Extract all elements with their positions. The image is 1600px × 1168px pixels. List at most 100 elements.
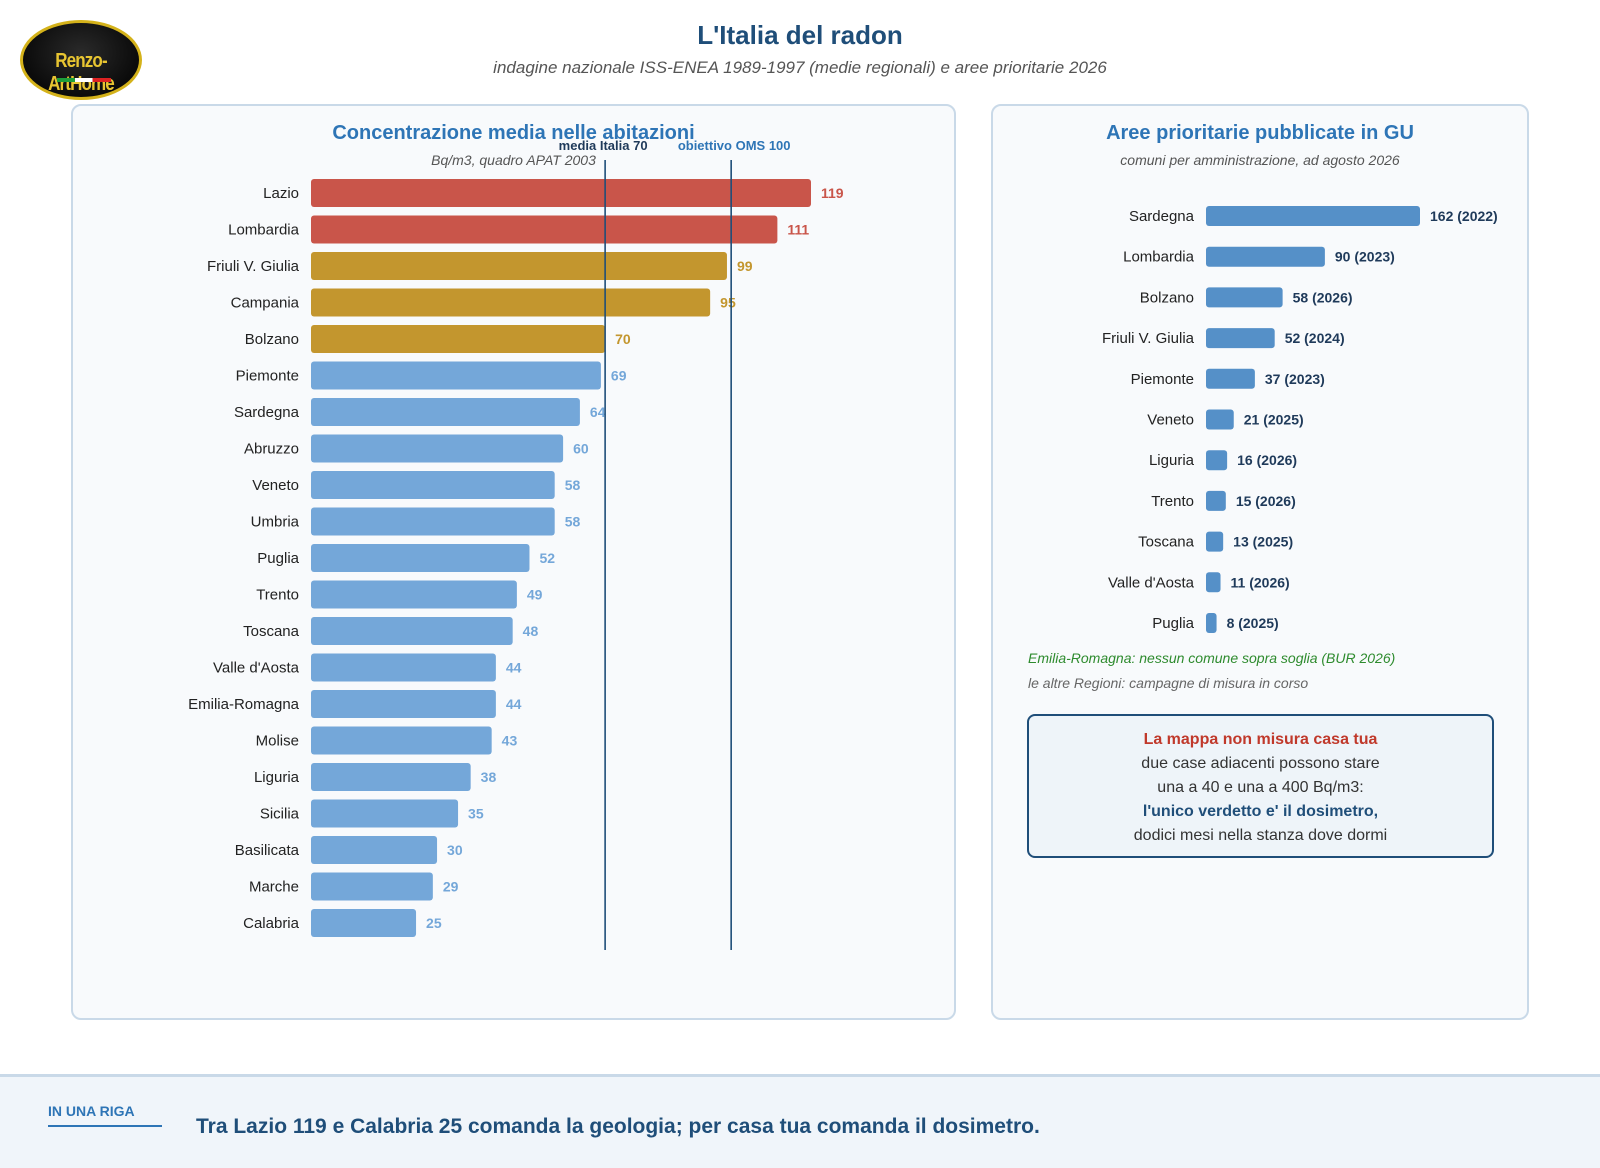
bar-value-label: 48 [523, 623, 539, 639]
category-label: Campania [231, 295, 300, 312]
bar-value-label: 60 [573, 441, 589, 457]
callout-line-3: dodici mesi nella stanza dove dormi [1133, 827, 1388, 844]
right-panel-subtitle: comuni per amministrazione, ad agosto 20… [1120, 152, 1400, 168]
bar [311, 434, 564, 463]
callout-title: La mappa non misura casa tua [1143, 731, 1378, 748]
page-subtitle: indagine nazionale ISS-ENEA 1989-1997 (m… [493, 58, 1107, 77]
category-label: Liguria [1149, 452, 1195, 469]
left-panel-subtitle: Bq/m3, quadro APAT 2003 [431, 152, 596, 168]
bar [311, 763, 471, 791]
bar [311, 215, 778, 244]
bar [311, 726, 492, 755]
bar [1206, 613, 1217, 633]
bar-value-label: 58 (2026) [1293, 289, 1353, 305]
bar [311, 179, 811, 207]
category-label: Toscana [243, 623, 300, 640]
note-emilia-romagna: Emilia-Romagna: nessun comune sopra sogl… [1028, 650, 1396, 666]
bar [311, 653, 496, 682]
bar [1206, 328, 1275, 349]
category-label: Lombardia [1123, 249, 1195, 266]
logo-flag-stripe [57, 78, 111, 82]
callout-line-1: due case adiacenti possono stare [1141, 755, 1380, 772]
category-label: Friuli V. Giulia [1102, 330, 1195, 347]
bar [311, 836, 438, 864]
left-panel-title: Concentrazione media nelle abitazioni [332, 122, 695, 144]
bar-value-label: 16 (2026) [1237, 452, 1297, 468]
footer-label: IN UNA RIGA [48, 1103, 162, 1127]
bar [1206, 531, 1224, 552]
bar [1206, 450, 1228, 471]
bar-value-label: 29 [443, 879, 459, 895]
bar-value-label: 8 (2025) [1227, 615, 1279, 631]
footer: IN UNA RIGA Tra Lazio 119 e Calabria 25 … [0, 1074, 1600, 1168]
bar [311, 288, 711, 317]
bar-value-label: 70 [615, 331, 631, 347]
category-label: Sardegna [234, 404, 300, 421]
bar-value-label: 11 (2026) [1231, 574, 1290, 590]
category-label: Piemonte [236, 368, 299, 385]
bar [1206, 287, 1283, 308]
bar [311, 252, 727, 280]
bar [311, 361, 601, 390]
bar [1206, 490, 1226, 511]
note-other-regions: le altre Regioni: campagne di misura in … [1028, 675, 1309, 691]
category-label: Valle d'Aosta [213, 660, 300, 677]
bar-value-label: 58 [565, 477, 581, 493]
category-label: Lazio [263, 185, 299, 202]
category-label: Puglia [257, 550, 299, 567]
bar-value-label: 52 (2024) [1285, 330, 1345, 346]
logo: Renzo-ArtHome [20, 20, 142, 100]
bar-value-label: 52 [539, 550, 555, 566]
bar [311, 580, 517, 609]
callout-box: La mappa non misura casa tua due case ad… [1027, 714, 1494, 858]
bar [1206, 246, 1325, 267]
category-label: Emilia-Romagna [188, 696, 300, 713]
category-label: Molise [256, 733, 299, 750]
bar-value-label: 35 [468, 806, 484, 822]
category-label: Calabria [243, 915, 300, 932]
category-label: Marche [249, 879, 299, 896]
category-label: Toscana [1138, 534, 1195, 551]
reference-line-label: media Italia 70 [559, 138, 648, 153]
right-panel-title: Aree prioritarie pubblicate in GU [1106, 122, 1414, 144]
bar [311, 909, 417, 937]
bar [311, 507, 555, 536]
category-label: Abruzzo [244, 441, 299, 458]
bar-value-label: 21 (2025) [1244, 412, 1304, 428]
category-label: Lombardia [228, 222, 300, 239]
bar-value-label: 99 [737, 258, 753, 274]
page-title: L'Italia del radon [697, 20, 903, 50]
callout-strong-line: l'unico verdetto e' il dosimetro, [1142, 803, 1379, 820]
category-label: Bolzano [1140, 289, 1194, 306]
bar-value-label: 13 (2025) [1233, 534, 1293, 550]
category-label: Puglia [1152, 615, 1194, 632]
bar-value-label: 95 [720, 295, 736, 311]
category-label: Sicilia [260, 806, 300, 823]
bar [311, 872, 433, 901]
category-label: Valle d'Aosta [1108, 574, 1195, 591]
bar [1206, 409, 1234, 430]
bar-value-label: 90 (2023) [1335, 249, 1395, 265]
bar [311, 325, 606, 353]
bar [1206, 206, 1420, 226]
bar-value-label: 69 [611, 368, 627, 384]
category-label: Veneto [252, 477, 299, 494]
bar [311, 617, 513, 645]
category-label: Bolzano [245, 331, 299, 348]
bar-value-label: 44 [506, 660, 522, 676]
bar-value-label: 58 [565, 514, 581, 530]
bar [311, 544, 530, 572]
bar-value-label: 38 [481, 769, 497, 785]
callout-line-2: una a 40 e una a 400 Bq/m3: [1157, 779, 1364, 796]
bar [1206, 572, 1221, 593]
bar-value-label: 111 [787, 222, 809, 238]
bar-value-label: 30 [447, 842, 463, 858]
bar-value-label: 49 [527, 587, 543, 603]
bar [311, 398, 580, 426]
bar-value-label: 119 [821, 185, 844, 201]
bar-value-label: 43 [502, 733, 518, 749]
bar [311, 690, 496, 718]
category-label: Veneto [1147, 412, 1194, 429]
bar-value-label: 162 (2022) [1430, 208, 1498, 224]
